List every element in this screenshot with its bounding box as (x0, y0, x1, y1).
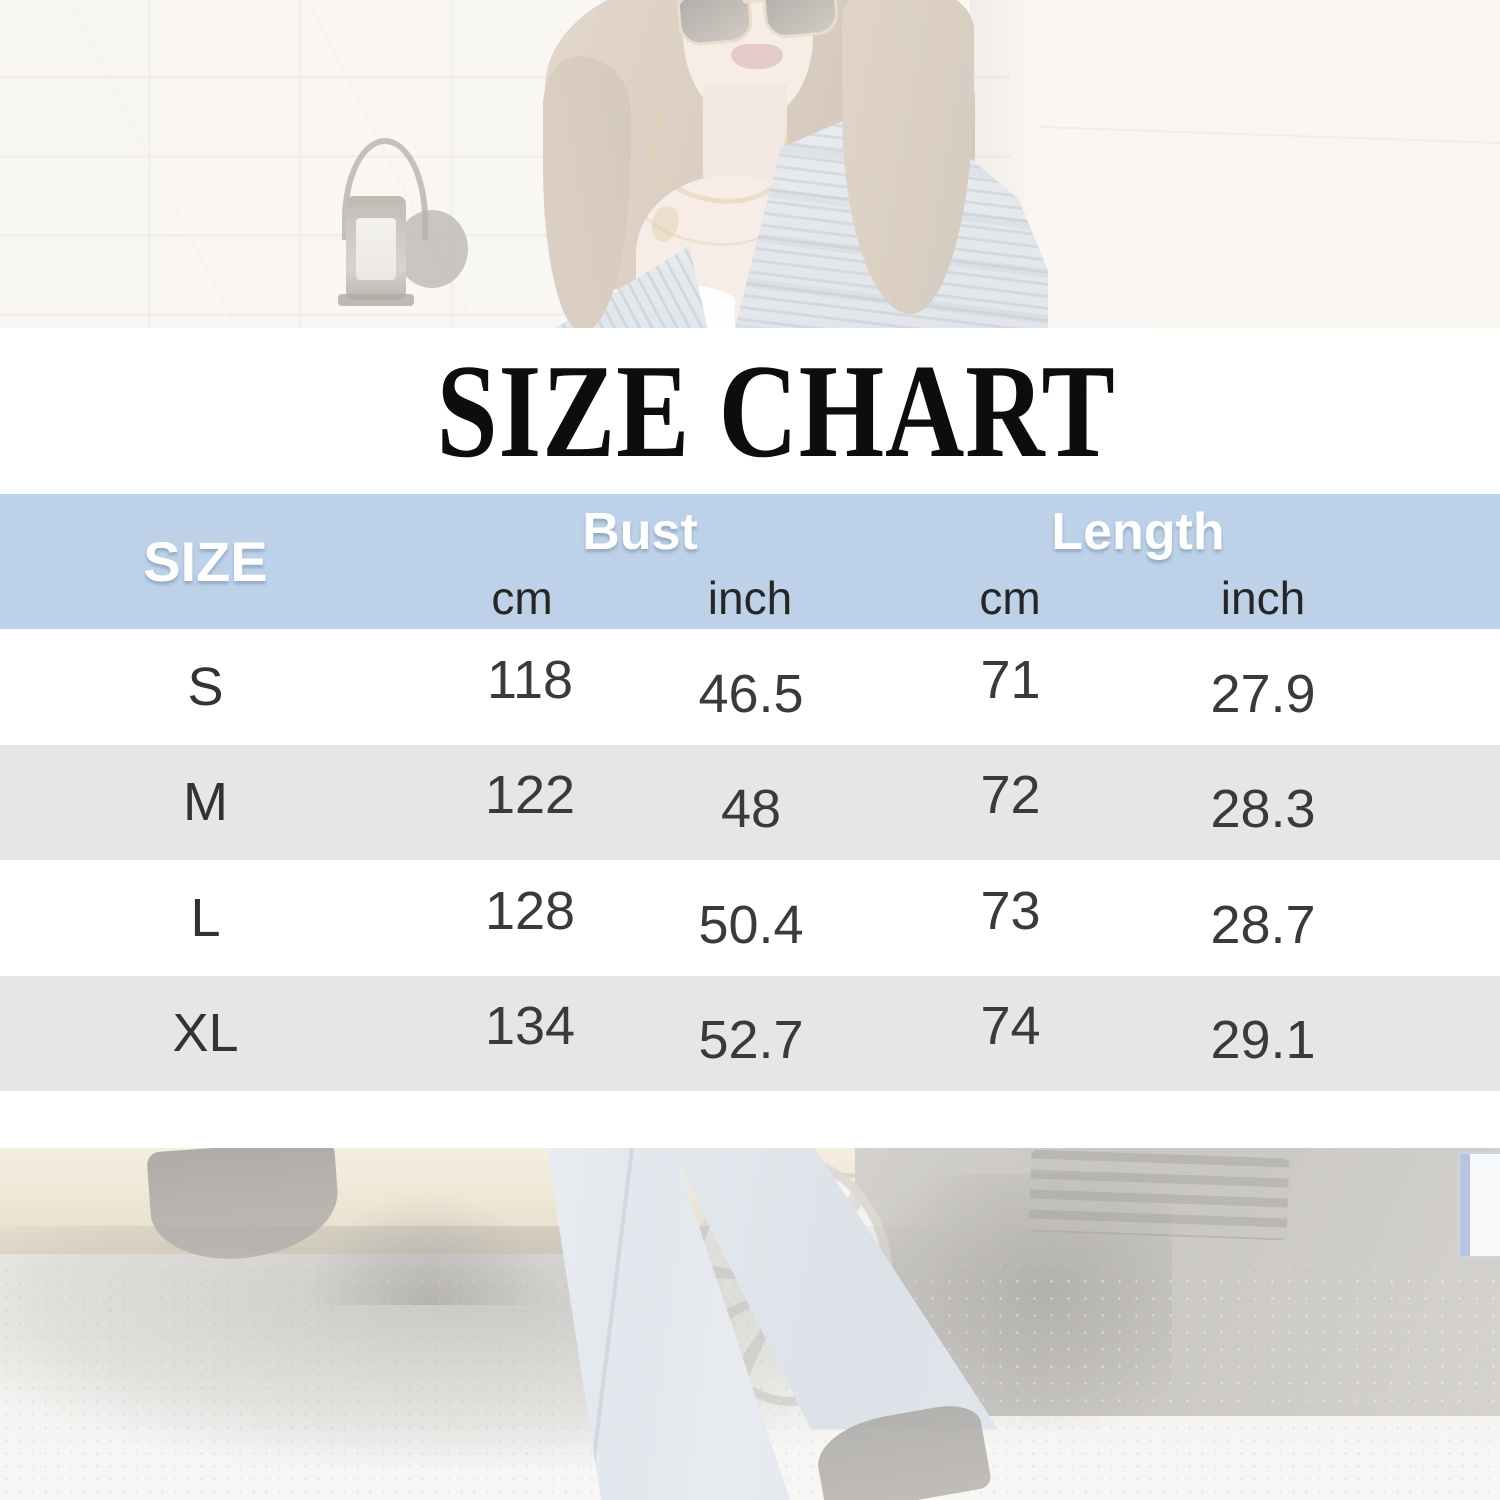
title-band: SIZE CHART (0, 328, 1500, 494)
size-table: SIZE Bust Length cm inch cm inch S 118 4… (0, 494, 1500, 1091)
cell-size: L (190, 887, 221, 948)
unit-label-bust-inch: inch (707, 572, 793, 624)
cell-length-cm: 72 (980, 765, 1041, 826)
bottom-photo (0, 1148, 1500, 1500)
cell-bust-inch: 46.5 (698, 663, 804, 724)
cell-bust-cm: 134 (484, 996, 576, 1057)
cell-length-cm: 73 (980, 880, 1041, 941)
unit-label-length-inch: inch (1220, 572, 1306, 624)
sunglasses-left-lens (676, 0, 755, 48)
cell-size: XL (172, 1003, 239, 1064)
table-row: XL 134 52.7 74 29.1 (0, 975, 1500, 1091)
cell-length-inch: 27.9 (1210, 663, 1316, 724)
license-plate (1458, 1152, 1500, 1258)
cell-bust-inch: 52.7 (698, 1010, 804, 1071)
lantern-base (338, 294, 414, 306)
cell-bust-inch: 50.4 (698, 894, 804, 955)
background-line (1040, 125, 1500, 145)
cell-bust-cm: 128 (484, 880, 576, 941)
cell-bust-inch: 48 (720, 779, 782, 840)
page-title-text: SIZE CHART (436, 337, 1116, 485)
col-group-bust: Bust (582, 503, 698, 561)
page-title: SIZE CHART (362, 334, 1190, 488)
sunglasses-right-lens (761, 0, 840, 40)
unit-label-length-cm: cm (979, 572, 1041, 624)
model-lips (731, 44, 783, 69)
cell-length-cm: 74 (980, 996, 1041, 1057)
top-photo (0, 0, 1500, 328)
lantern-glass (356, 218, 396, 280)
table-header: SIZE Bust Length cm inch cm inch (0, 494, 1500, 629)
cell-size: S (187, 656, 224, 717)
table-row: M 122 48 72 28.3 (0, 744, 1500, 860)
col-header-size: SIZE (143, 530, 268, 593)
cell-bust-cm: 122 (484, 765, 576, 826)
cell-length-inch: 29.1 (1210, 1010, 1316, 1071)
cell-length-cm: 71 (980, 649, 1041, 710)
cell-length-inch: 28.3 (1210, 779, 1316, 840)
unit-label-bust-cm: cm (491, 572, 553, 624)
lantern-body (346, 196, 406, 300)
wall-lantern (336, 138, 468, 308)
table-row: L 128 50.4 73 28.7 (0, 860, 1500, 976)
lantern-mount (396, 210, 468, 288)
table-row: S 118 46.5 71 27.9 (0, 629, 1500, 745)
cell-length-inch: 28.7 (1210, 894, 1316, 955)
cell-bust-cm: 118 (486, 649, 574, 710)
license-plate-stripe (1460, 1154, 1470, 1256)
dark-car-grille (1028, 1149, 1290, 1241)
col-group-length: Length (1051, 503, 1225, 561)
cell-size: M (183, 772, 228, 833)
